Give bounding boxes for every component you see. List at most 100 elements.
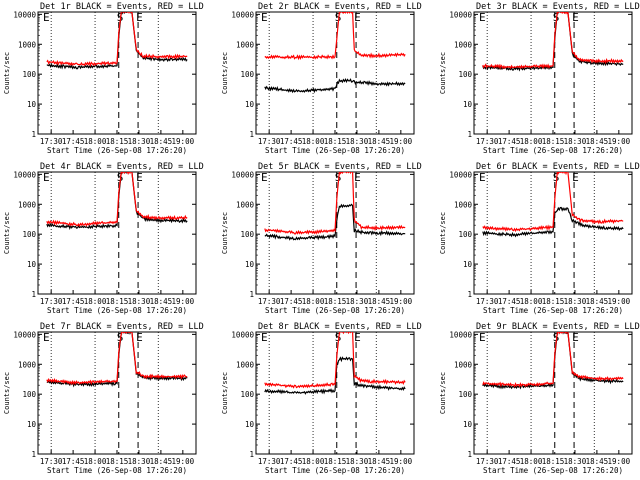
plot-frame [473,11,633,135]
x-tick-label: 18:00 [84,457,107,466]
panel-title: Det 6r BLACK = Events, RED = LLD [476,162,640,172]
panel-title: Det 8r BLACK = Events, RED = LLD [258,322,422,332]
x-tick-label: 18:45 [586,297,609,306]
x-tick-label: 18:15 [106,137,129,146]
y-tick-label: 1 [467,130,472,139]
lld-series [482,332,624,388]
x-tick-label: 18:15 [324,137,347,146]
y-tick-label: 100 [458,70,472,79]
y-tick-label: 100 [240,230,254,239]
y-tick-label: 100 [22,70,36,79]
x-tick-label: 17:30 [40,457,63,466]
lld-series [46,332,188,386]
events-series [264,203,406,241]
x-tick-label: 17:45 [498,137,521,146]
x-tick-label: 18:00 [84,137,107,146]
y-tick-label: 10000 [13,330,36,339]
x-tick-label: 18:30 [564,297,587,306]
y-tick-label: 10000 [449,330,472,339]
y-tick-label: 1 [31,130,36,139]
x-tick-label: 18:45 [368,297,391,306]
y-tick-label: 1000 [236,40,255,49]
x-tick-label: 18:00 [302,457,325,466]
event-marker-label: S [553,331,560,344]
plot-frame [255,331,415,455]
x-tick-label: 18:15 [542,297,565,306]
y-tick-label: 10 [463,260,473,269]
y-tick-label: 1000 [454,40,473,49]
y-axis-label: Counts/sec [221,372,229,414]
x-tick-label: 18:45 [368,137,391,146]
x-axis-label: Start Time (26-Sep-08 17:26:20) [265,306,405,315]
x-tick-label: 18:30 [346,457,369,466]
x-tick-label: 17:45 [498,297,521,306]
event-marker-label: E [354,11,361,24]
x-tick-label: 18:30 [128,297,151,306]
x-axis-label: Start Time (26-Sep-08 17:26:20) [483,306,623,315]
y-tick-label: 10000 [13,170,36,179]
x-tick-label: 18:30 [346,137,369,146]
x-tick-label: 17:30 [258,457,281,466]
y-tick-label: 100 [458,390,472,399]
x-axis-label: Start Time (26-Sep-08 17:26:20) [483,466,623,475]
plot-frame [473,171,633,295]
x-tick-label: 18:00 [84,297,107,306]
x-tick-label: 18:30 [564,457,587,466]
y-tick-label: 100 [240,70,254,79]
event-marker-label: E [136,11,143,24]
x-tick-label: 17:30 [40,137,63,146]
x-tick-label: 17:30 [476,137,499,146]
event-marker-label: S [335,331,342,344]
y-axis-label: Counts/sec [3,212,11,254]
y-tick-label: 10000 [449,170,472,179]
lld-series [264,12,406,61]
event-marker-label: E [572,171,579,184]
y-axis-label: Counts/sec [3,372,11,414]
x-tick-label: 17:30 [40,297,63,306]
y-tick-label: 100 [22,390,36,399]
event-marker-label: S [553,171,560,184]
y-tick-label: 10 [27,420,37,429]
event-marker-label: E [354,331,361,344]
x-tick-label: 18:00 [520,457,543,466]
x-tick-label: 19:00 [172,457,195,466]
y-axis-label: Counts/sec [439,212,447,254]
y-tick-label: 10 [27,260,37,269]
x-tick-label: 19:00 [608,137,631,146]
x-tick-label: 18:30 [346,297,369,306]
lld-series [46,172,188,228]
event-marker-label: E [479,331,486,344]
x-tick-label: 17:45 [498,457,521,466]
y-tick-label: 10000 [231,10,254,19]
event-marker-label: E [261,171,268,184]
x-tick-label: 18:00 [520,137,543,146]
panel-title: Det 4r BLACK = Events, RED = LLD [40,162,204,172]
x-tick-label: 18:45 [586,137,609,146]
panel-title: Det 5r BLACK = Events, RED = LLD [258,162,422,172]
x-tick-label: 19:00 [390,137,413,146]
events-series [264,78,406,94]
x-tick-label: 17:30 [476,297,499,306]
y-axis-label: Counts/sec [439,52,447,94]
y-tick-label: 1000 [454,360,473,369]
y-tick-label: 10000 [13,10,36,19]
y-tick-label: 10000 [231,330,254,339]
x-tick-label: 18:30 [128,457,151,466]
y-tick-label: 1000 [18,40,37,49]
x-tick-label: 18:30 [564,137,587,146]
y-tick-label: 1 [31,290,36,299]
x-tick-label: 19:00 [172,137,195,146]
x-tick-label: 19:00 [608,457,631,466]
plot-frame [473,331,633,455]
lld-series [46,12,188,67]
x-tick-label: 17:45 [62,457,85,466]
x-axis-label: Start Time (26-Sep-08 17:26:20) [47,146,187,155]
x-tick-label: 18:45 [150,297,173,306]
x-tick-label: 17:30 [258,137,281,146]
x-tick-label: 17:45 [62,297,85,306]
